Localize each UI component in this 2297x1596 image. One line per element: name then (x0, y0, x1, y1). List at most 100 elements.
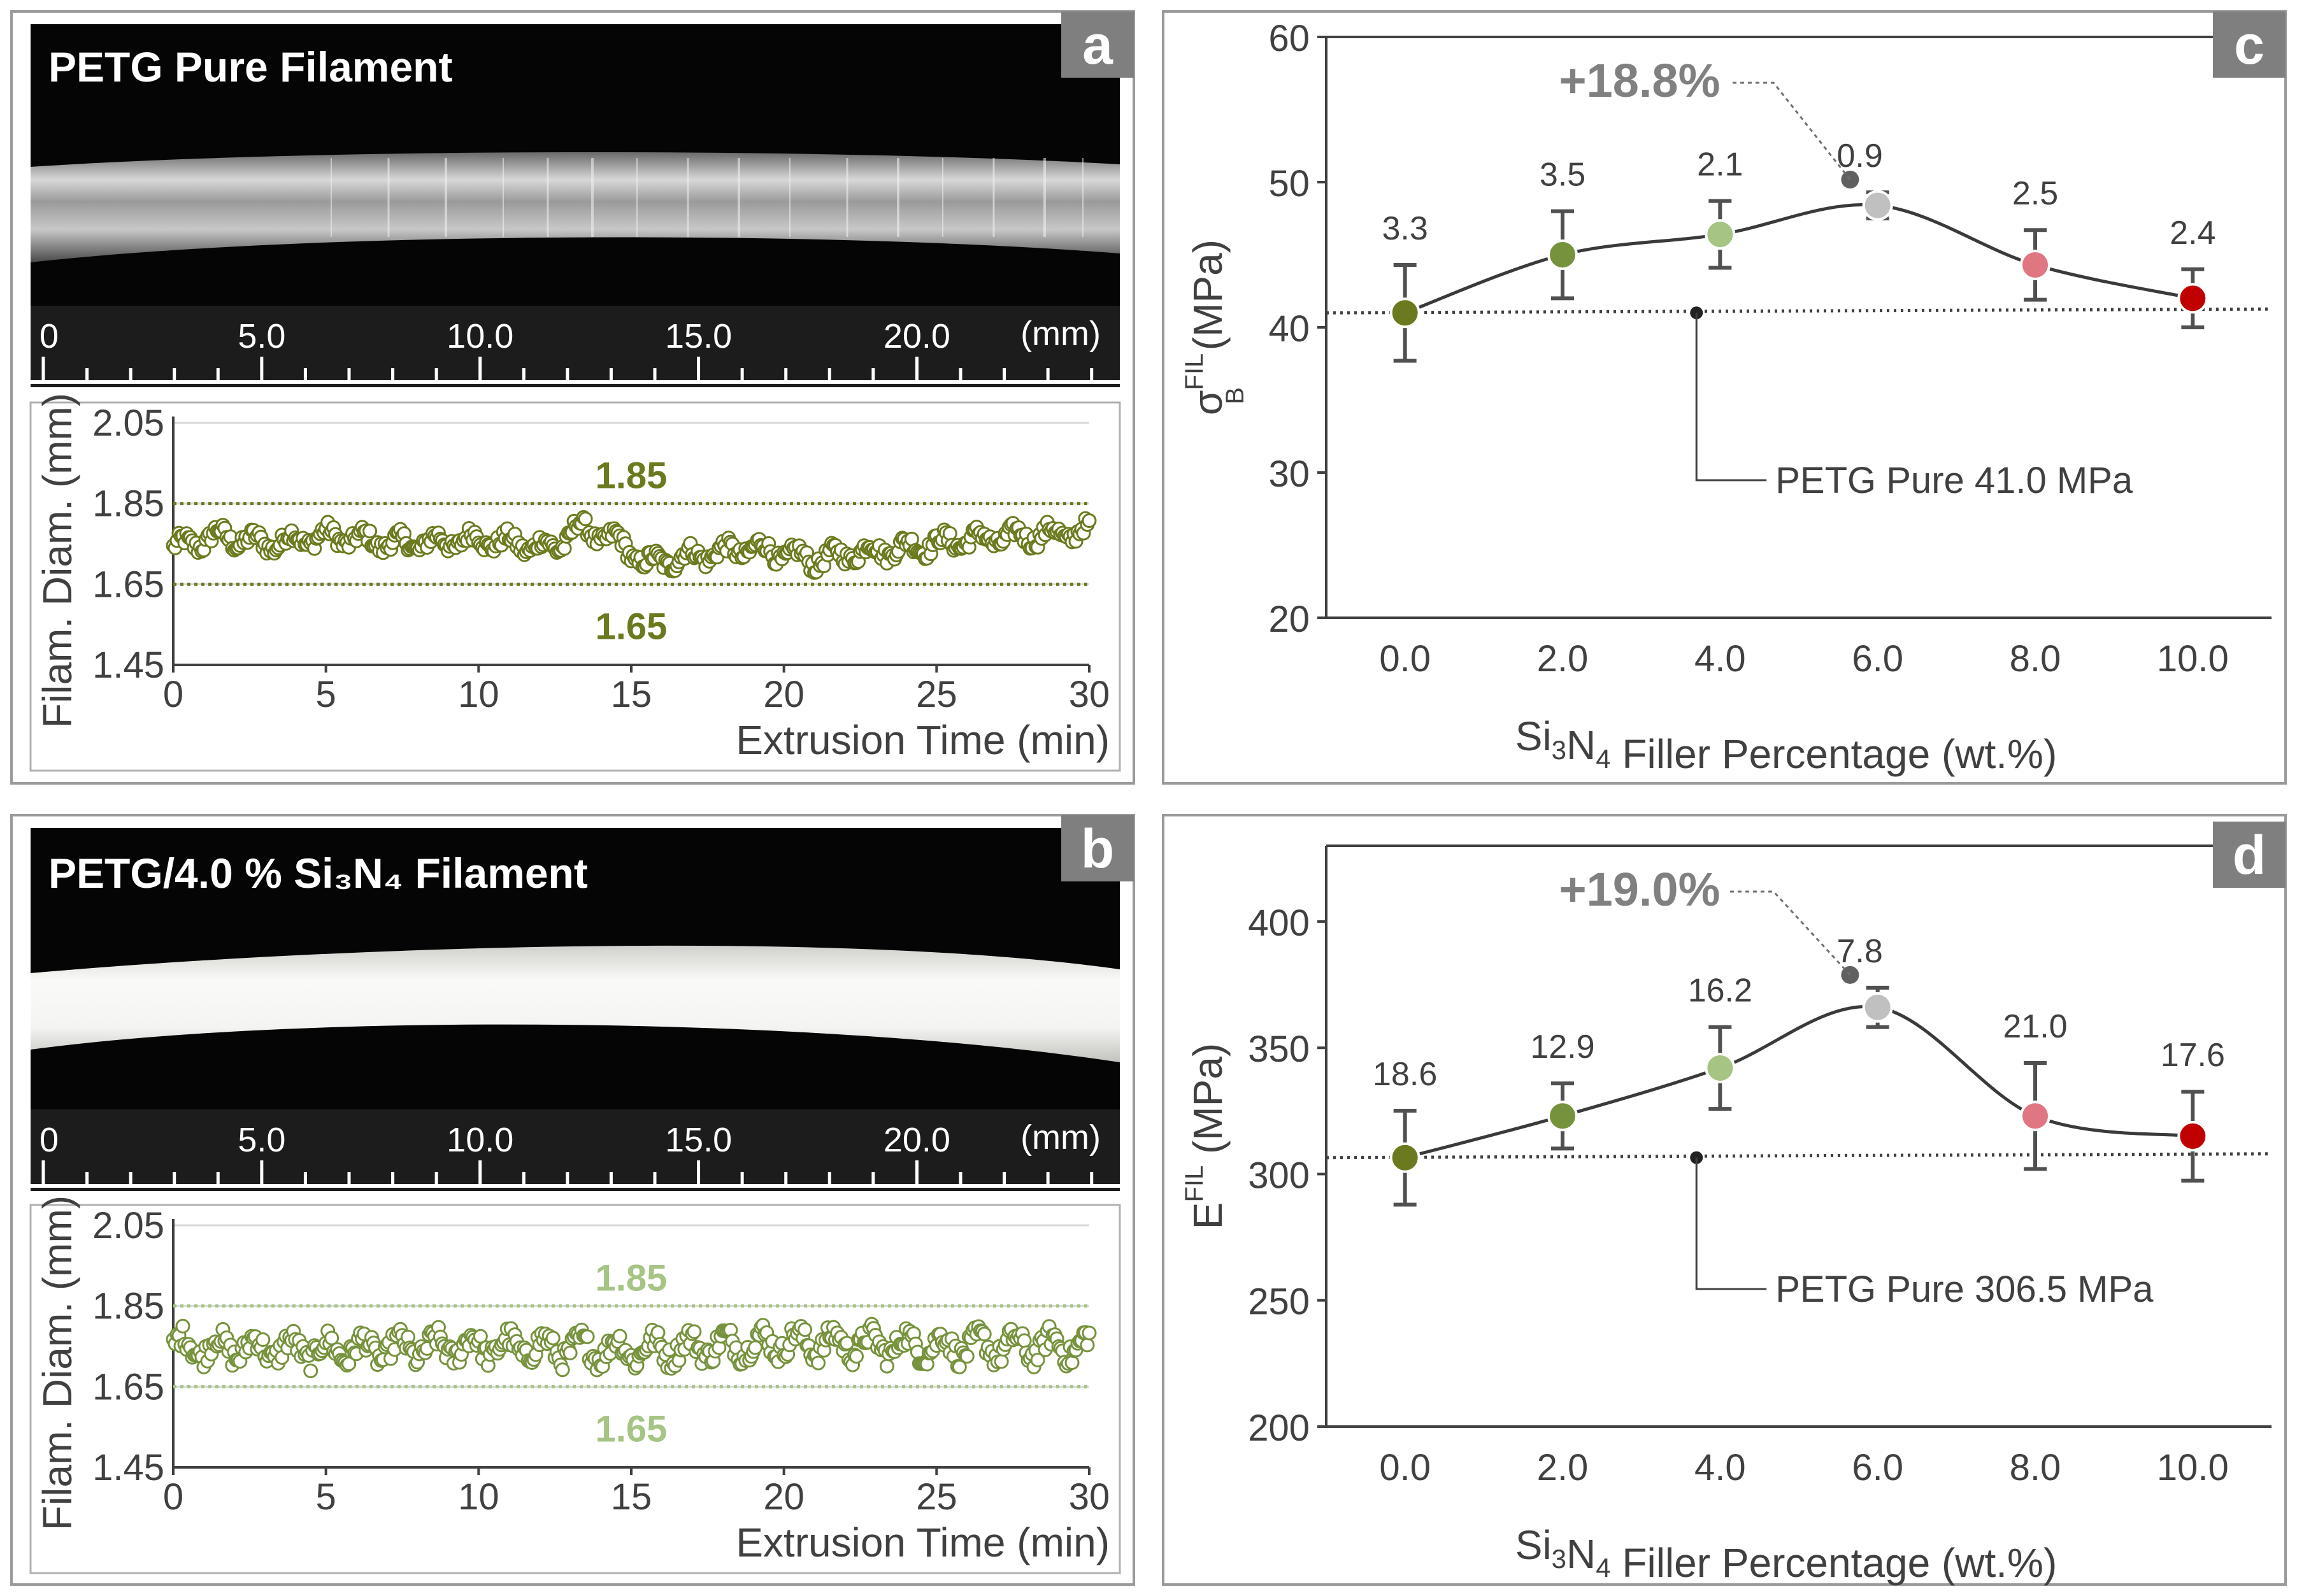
diameter-point (580, 1329, 595, 1344)
reference-label: PETG Pure 41.0 MPa (1775, 460, 2133, 501)
panel-d: d 200 250 300 350 400 0.0 2.0 4.0 6.0 8.0 10.0 PETG… (1162, 814, 2287, 1586)
error-label: 7.8 (1837, 933, 1883, 970)
x-tick-label: 15 (611, 1476, 652, 1518)
x-tick-label: 10.0 (2157, 1447, 2229, 1488)
diameter-point (849, 1349, 864, 1364)
lower-limit-label: 1.65 (596, 606, 668, 647)
y-axis-label-symbol: E (1185, 1202, 1231, 1230)
y-tick-label: 20 (1268, 599, 1310, 640)
reference-label: PETG Pure 306.5 MPa (1775, 1269, 2154, 1310)
y-tick-label: 400 (1248, 902, 1310, 944)
diameter-point (748, 1340, 763, 1355)
panel-c: c 20 30 40 50 60 0.0 2.0 4.0 6.0 8.0 10.0 PETG Pure… (1162, 10, 2287, 785)
ruler-label: 20.0 (884, 317, 950, 355)
diameter-point (879, 1358, 894, 1374)
diameter-point (557, 541, 572, 556)
diameter-point (612, 1329, 627, 1344)
panel-b-ruler (31, 1109, 1120, 1191)
diameter-point (303, 1363, 318, 1378)
y-tick-label: 1.85 (92, 1286, 164, 1327)
diameter-point (362, 524, 378, 539)
x-axis-label-sub: 4 (1596, 1553, 1610, 1583)
x-axis-label-part: Si (1515, 713, 1552, 759)
x-tick-label: 25 (916, 674, 957, 715)
diameter-point (175, 1318, 190, 1334)
data-point (2020, 1101, 2050, 1132)
x-axis-label-sub: 4 (1596, 744, 1610, 774)
diameter-point (650, 1325, 666, 1340)
y-axis-label-sup: FIL (1180, 1165, 1208, 1202)
ruler-label: 15.0 (665, 317, 732, 355)
y-tick-label: 60 (1268, 18, 1310, 59)
error-label: 3.3 (1382, 210, 1428, 247)
ruler-label: 15.0 (665, 1121, 732, 1159)
x-tick-label: 6.0 (1852, 1447, 1903, 1488)
y-tick-label: 1.65 (92, 564, 164, 605)
error-label: 0.9 (1837, 138, 1883, 175)
x-axis-label-part: N (1566, 722, 1596, 768)
trend-line (1404, 203, 2193, 315)
diameter-point (562, 1345, 578, 1360)
y-axis-label: Filam. Diam. (mm) (34, 393, 80, 728)
lower-limit-label: 1.65 (596, 1408, 668, 1450)
panel-a: PETG Pure Filament a 0 5.0 10.0 15.0 20.0 (mm… (10, 10, 1135, 785)
panel-b-diameter-chart: 1.45 1.65 1.85 2.05 0 5 10 15 20 25 30 1.85 1.65 Extr… (34, 1195, 1110, 1565)
panel-c-frame (1162, 10, 2287, 785)
data-point (2177, 283, 2208, 314)
panel-b-title: PETG/4.0 % Si₃N₄ Filament (48, 850, 588, 897)
y-tick-label: 1.85 (92, 483, 164, 525)
diameter-point (952, 1359, 967, 1374)
diameter-point (798, 1322, 813, 1337)
y-axis-label-rest: (MPa) (1185, 1043, 1231, 1165)
x-axis-label-part: Filler Percentage (wt.%) (1611, 731, 2057, 777)
panel-b-badge (1061, 815, 1134, 881)
x-tick-label: 2.0 (1537, 638, 1589, 680)
error-label: 18.6 (1373, 1056, 1437, 1093)
x-axis-label: Si3N4 Filler Percentage (wt.%) (1515, 713, 2057, 777)
ruler-label: 0 (39, 317, 59, 355)
reference-leader-line (1695, 1157, 1767, 1290)
y-tick-label: 1.45 (92, 1447, 164, 1488)
diameter-point (341, 1357, 357, 1372)
panel-a-badge (1061, 11, 1134, 78)
x-tick-label: 5 (316, 674, 336, 715)
gain-label: +19.0% (1559, 863, 1720, 916)
panel-b: PETG/4.0 % Si₃N₄ Filament b 0 5.0 10.0 15.0… (10, 814, 1135, 1586)
x-axis-label-sub: 3 (1552, 1544, 1566, 1574)
upper-limit-label: 1.85 (596, 1258, 668, 1299)
error-label: 2.4 (2170, 215, 2215, 252)
ruler-unit-label: (mm) (1020, 315, 1101, 353)
data-point (1389, 1142, 1420, 1173)
diameter-point (255, 1332, 271, 1348)
x-tick-label: 8.0 (2010, 638, 2061, 680)
upper-limit-label: 1.85 (596, 455, 668, 497)
panel-d-badge-label: d (2233, 825, 2266, 886)
panel-b-filament-rod (31, 945, 1120, 1062)
y-tick-label: 1.45 (92, 645, 164, 686)
diameter-point (545, 1330, 561, 1346)
y-axis-label-sup: FIL (1180, 353, 1208, 390)
panel-c-badge (2213, 11, 2286, 78)
gain-label: +18.8% (1559, 54, 1720, 107)
x-axis-label-part: N (1566, 1531, 1596, 1577)
data-point (1862, 992, 1893, 1023)
data-point (1389, 297, 1420, 329)
x-tick-label: 10.0 (2157, 638, 2229, 680)
panel-a-ruler-scale: 0 5.0 10.0 15.0 20.0 (mm) (31, 315, 1120, 384)
error-label: 2.5 (2012, 175, 2058, 212)
ruler-unit-label: (mm) (1020, 1118, 1101, 1157)
y-tick-label: 1.65 (92, 1366, 164, 1407)
x-tick-label: 6.0 (1852, 638, 1903, 680)
diameter-point (959, 1349, 975, 1364)
diameter-point (1080, 1337, 1095, 1353)
panel-a-diameter-chart: 1.45 1.65 1.85 2.05 0 5 10 15 20 25 30 1.85 1.65 Extr… (34, 393, 1110, 763)
error-label: 16.2 (1688, 973, 1752, 1009)
x-tick-label: 0.0 (1379, 1447, 1431, 1488)
data-point (1705, 219, 1736, 250)
x-tick-label: 2.0 (1537, 1447, 1589, 1488)
panel-d-modulus-chart: 200 250 300 350 400 0.0 2.0 4.0 6.0 8.0 10.0 PETG P… (1180, 844, 2272, 1586)
diameter-point (994, 1354, 1009, 1369)
panel-b-chart-frame (29, 1204, 1121, 1574)
ruler-label: 5.0 (238, 1121, 285, 1159)
